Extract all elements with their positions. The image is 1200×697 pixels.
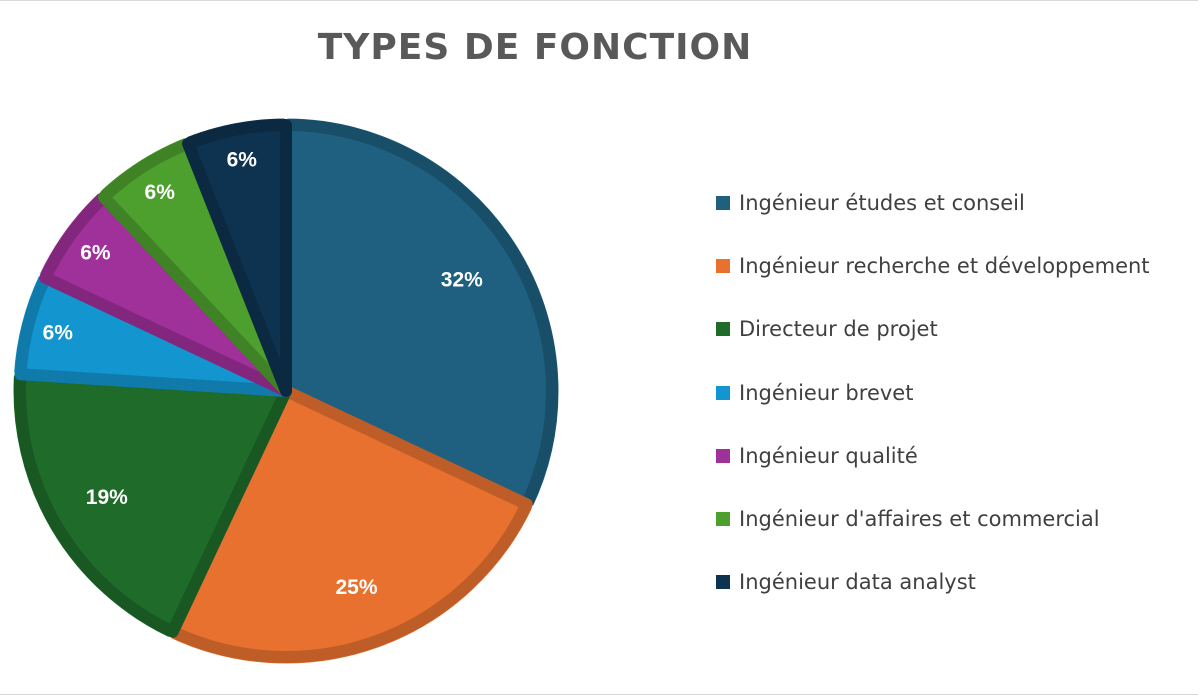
legend-item: Ingénieur brevet — [716, 361, 1150, 424]
data-label: 6% — [227, 149, 258, 172]
legend-item: Ingénieur qualité — [716, 424, 1150, 487]
pie-slice-edge — [166, 385, 533, 663]
legend-label: Ingénieur qualité — [739, 443, 918, 468]
legend-item: Directeur de projet — [716, 298, 1150, 361]
legend-label: Ingénieur recherche et développement — [739, 253, 1150, 278]
legend-item: Ingénieur études et conseil — [716, 171, 1150, 234]
legend-swatch — [716, 322, 730, 337]
legend-label: Ingénieur brevet — [739, 380, 914, 405]
legend-swatch — [716, 385, 730, 400]
chart-legend: Ingénieur études et conseil Ingénieur rec… — [716, 171, 1150, 614]
legend-swatch — [716, 512, 730, 527]
data-label: 6% — [43, 321, 74, 344]
legend-label: Ingénieur études et conseil — [739, 190, 1025, 215]
chart-title: TYPES DE FONCTION — [317, 27, 753, 68]
data-label: 32% — [441, 268, 483, 291]
pie-slice — [10, 372, 288, 641]
legend-swatch — [716, 448, 730, 463]
pie-slice — [167, 389, 536, 667]
legend-item: Ingénieur data analyst — [716, 551, 1150, 614]
legend-swatch — [716, 258, 730, 273]
pie-slice-edge — [280, 119, 558, 511]
legend-item: Ingénieur recherche et développement — [716, 234, 1150, 297]
legend-label: Ingénieur data analyst — [739, 570, 976, 595]
legend-label: Directeur de projet — [739, 317, 938, 342]
legend-item: Ingénieur d'affaires et commercial — [716, 487, 1150, 550]
legend-swatch — [716, 575, 730, 590]
data-label: 25% — [335, 576, 377, 599]
pie-slice-edge — [14, 368, 292, 638]
data-label: 19% — [86, 486, 128, 509]
legend-swatch — [716, 195, 730, 210]
legend-label: Ingénieur d'affaires et commercial — [739, 507, 1100, 532]
data-label: 6% — [145, 181, 176, 204]
pie-slice-edge — [182, 119, 292, 397]
data-label: 6% — [80, 242, 111, 265]
